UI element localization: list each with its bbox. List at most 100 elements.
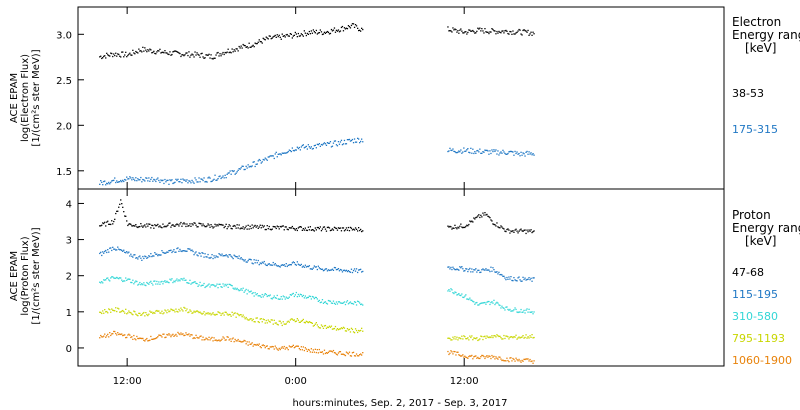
data-point [229, 170, 231, 172]
data-point [492, 223, 494, 225]
data-point [486, 335, 488, 337]
data-point [230, 52, 232, 54]
data-point [448, 353, 450, 356]
data-point [107, 312, 109, 314]
data-point [223, 255, 225, 257]
data-point [117, 332, 119, 334]
data-point [99, 225, 101, 227]
data-point [249, 165, 251, 167]
data-point [170, 180, 172, 182]
data-point [277, 226, 279, 228]
data-point [462, 227, 464, 229]
data-point [228, 339, 230, 341]
data-point [475, 302, 477, 304]
data-point [303, 266, 305, 268]
data-point [168, 250, 170, 252]
data-point [361, 303, 363, 305]
data-point [324, 32, 327, 34]
data-point [263, 345, 265, 347]
data-point [166, 280, 168, 282]
data-point [233, 49, 235, 51]
data-point [532, 277, 534, 279]
data-point [248, 228, 250, 230]
data-point [141, 337, 143, 340]
data-point [358, 29, 360, 32]
data-point [230, 315, 232, 317]
data-point [286, 347, 288, 349]
data-point [141, 51, 143, 53]
data-point [327, 142, 330, 144]
data-point [273, 157, 275, 160]
data-point [278, 298, 280, 300]
data-point [488, 269, 490, 271]
data-point [448, 289, 450, 291]
data-point [242, 340, 244, 343]
data-point [302, 318, 304, 321]
data-point [484, 149, 486, 151]
data-point [274, 263, 276, 265]
data-point [260, 41, 262, 43]
data-point [449, 352, 451, 354]
data-point [238, 45, 240, 48]
data-point [501, 152, 503, 154]
data-point [501, 274, 503, 276]
data-point [461, 30, 463, 32]
data-point [347, 270, 350, 272]
data-point [133, 334, 135, 337]
data-point [288, 35, 290, 37]
data-point [185, 225, 187, 228]
data-point [219, 312, 221, 314]
data-point [320, 351, 323, 353]
data-point [466, 298, 468, 300]
data-point [275, 36, 277, 38]
data-point [309, 321, 311, 323]
data-point [334, 31, 337, 33]
electron-legend-title-3: [keV] [745, 41, 776, 55]
data-point [505, 279, 507, 281]
data-point [221, 253, 223, 255]
data-point [487, 31, 489, 33]
data-point [188, 311, 190, 313]
legend-entry: 1060-1900 [732, 354, 792, 367]
data-point [464, 355, 466, 357]
data-point [307, 226, 309, 228]
data-point [134, 225, 136, 227]
data-point [509, 357, 511, 359]
data-point [120, 277, 122, 279]
data-point [292, 227, 294, 229]
data-point [204, 181, 206, 183]
data-point [306, 32, 308, 35]
data-point [273, 264, 275, 266]
data-point [473, 152, 475, 155]
data-point [241, 258, 243, 260]
data-point [322, 270, 325, 272]
data-point [339, 328, 342, 330]
data-point [133, 283, 135, 285]
data-point [207, 177, 209, 179]
data-point [449, 225, 451, 228]
data-point [244, 168, 246, 171]
data-point [265, 158, 267, 160]
data-point [479, 303, 481, 305]
data-point [355, 141, 358, 143]
data-point [115, 332, 117, 335]
data-point [486, 301, 488, 303]
data-point [336, 145, 339, 147]
data-point [271, 319, 273, 321]
data-point [275, 227, 277, 230]
data-point [171, 278, 173, 280]
data-point [241, 165, 243, 167]
data-point [334, 325, 337, 328]
data-point [282, 321, 284, 323]
data-point [138, 48, 140, 50]
data-point [523, 309, 525, 312]
data-point [505, 153, 507, 155]
data-point [180, 278, 182, 280]
data-point [294, 320, 296, 323]
data-point [272, 155, 274, 157]
data-point [342, 227, 345, 229]
data-point [214, 339, 216, 341]
data-point [110, 223, 112, 226]
data-point [532, 337, 534, 339]
data-point [246, 228, 248, 230]
